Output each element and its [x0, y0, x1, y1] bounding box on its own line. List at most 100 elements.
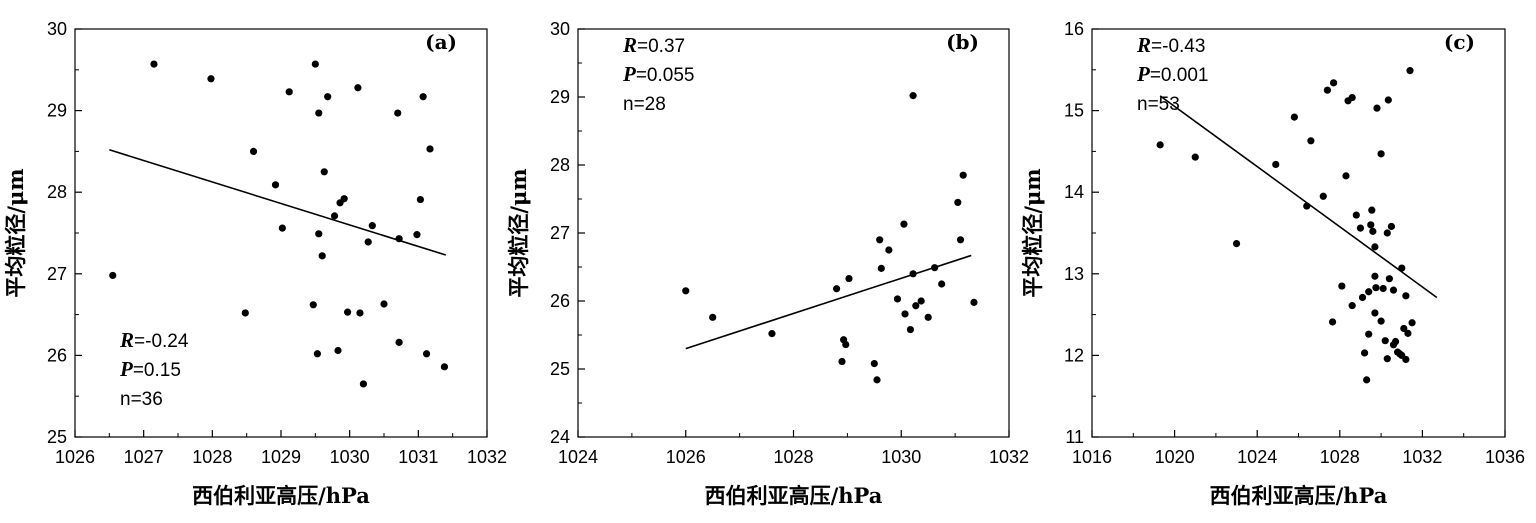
y-tick-label: 30	[550, 19, 570, 39]
y-axis-title: 平均粒径/μm	[1020, 168, 1045, 297]
x-tick-label: 1031	[398, 447, 438, 467]
x-tick-label: 1029	[261, 447, 301, 467]
data-point	[1384, 96, 1392, 104]
y-tick-label: 27	[550, 223, 570, 243]
data-point	[413, 231, 421, 239]
data-point	[1377, 317, 1385, 325]
data-point	[1358, 293, 1367, 302]
data-point	[1272, 160, 1280, 169]
stat-p-key: P	[119, 357, 133, 381]
data-point	[1156, 141, 1164, 149]
data-point	[1389, 286, 1398, 294]
data-point	[359, 380, 367, 388]
data-point	[1400, 324, 1408, 333]
y-tick-label: 11	[1065, 427, 1084, 447]
x-tick-label: 1026	[666, 447, 706, 467]
panel-3: 1016 1020 1024 1028 1032 1036 11 12 13 14 15 16 西伯利亚…	[1020, 19, 1525, 508]
y-tick-label: 27	[47, 264, 67, 284]
stat-r: R=-0.43	[1136, 33, 1205, 57]
stat-p-value: =0.055	[636, 65, 695, 86]
data-point	[906, 325, 915, 334]
data-point	[1372, 284, 1380, 292]
y-tick-label: 29	[47, 101, 67, 121]
data-point	[1348, 93, 1356, 102]
data-point	[1352, 211, 1360, 219]
data-point	[938, 280, 946, 288]
data-point	[709, 313, 717, 321]
x-tick-label: 1028	[1320, 447, 1360, 467]
data-point	[1365, 288, 1373, 296]
stat-r-value: =0.37	[637, 36, 685, 57]
data-point	[909, 92, 917, 100]
x-tick-label: 1026	[55, 447, 95, 467]
regression-line	[685, 254, 972, 350]
data-point	[768, 330, 776, 338]
stat-r-value: =-0.24	[134, 331, 189, 352]
data-point	[1391, 337, 1400, 346]
data-point	[917, 297, 925, 305]
y-tick-label: 29	[550, 87, 570, 107]
data-point	[1365, 330, 1373, 338]
data-point	[876, 236, 884, 244]
stat-r-key: R	[1136, 33, 1151, 57]
x-tick-label: 1024	[558, 447, 598, 467]
regression-line	[1159, 95, 1438, 299]
stat-p: P=0.055	[622, 62, 694, 86]
data-point	[931, 264, 939, 272]
x-tick-label: 1032	[467, 447, 507, 467]
data-point	[1369, 227, 1377, 235]
y-axis-title: 平均粒径/μm	[506, 168, 531, 297]
data-point	[1377, 150, 1385, 158]
data-point	[150, 60, 158, 68]
data-point	[956, 236, 965, 244]
stat-p: P=0.15	[119, 357, 181, 381]
x-tick-label: 1016	[1072, 447, 1112, 467]
data-point	[1360, 349, 1369, 357]
data-point	[440, 363, 449, 371]
plot-frame	[577, 28, 1010, 438]
data-point	[833, 285, 841, 293]
data-point	[873, 376, 881, 384]
data-point	[1328, 318, 1337, 326]
data-point	[893, 295, 902, 303]
data-point	[1342, 172, 1350, 180]
stat-p-key: P	[622, 62, 636, 86]
x-axis-title: 西伯利亚高压/hPa	[192, 483, 370, 508]
data-point	[1383, 355, 1391, 363]
data-point	[1232, 240, 1241, 248]
x-tick-label: 1027	[124, 447, 164, 467]
y-tick-label: 28	[47, 182, 67, 202]
x-tick-label: 1032	[989, 447, 1029, 467]
stat-r-key: R	[622, 33, 637, 57]
data-point	[340, 195, 348, 203]
data-point	[241, 309, 249, 317]
data-point	[1387, 222, 1396, 231]
data-point	[1408, 319, 1416, 327]
data-point	[901, 310, 909, 318]
data-point	[207, 75, 215, 83]
data-point	[1307, 137, 1315, 145]
x-tick-label: 1020	[1155, 447, 1195, 467]
data-point	[1338, 282, 1346, 290]
x-tick-label: 1032	[1402, 447, 1442, 467]
x-axis-title: 西伯利亚高压/hPa	[705, 483, 883, 508]
data-point	[311, 60, 319, 68]
y-tick-label: 25	[550, 359, 570, 379]
stat-p: P=0.001	[1136, 62, 1208, 86]
data-point	[682, 287, 690, 295]
stat-r: R=0.37	[622, 33, 685, 57]
y-tick-label: 28	[550, 155, 570, 175]
stat-n: n=28	[623, 94, 666, 115]
data-point	[912, 302, 920, 310]
data-point	[885, 246, 893, 254]
stat-p-value: =0.15	[133, 360, 181, 381]
data-point	[1373, 104, 1381, 112]
data-point	[954, 198, 962, 206]
plot-frame	[1091, 28, 1506, 438]
data-point	[109, 271, 117, 280]
y-tick-label: 13	[1064, 264, 1084, 284]
y-tick-label: 25	[47, 427, 67, 447]
data-point	[318, 252, 326, 260]
stat-n: n=36	[120, 389, 163, 410]
